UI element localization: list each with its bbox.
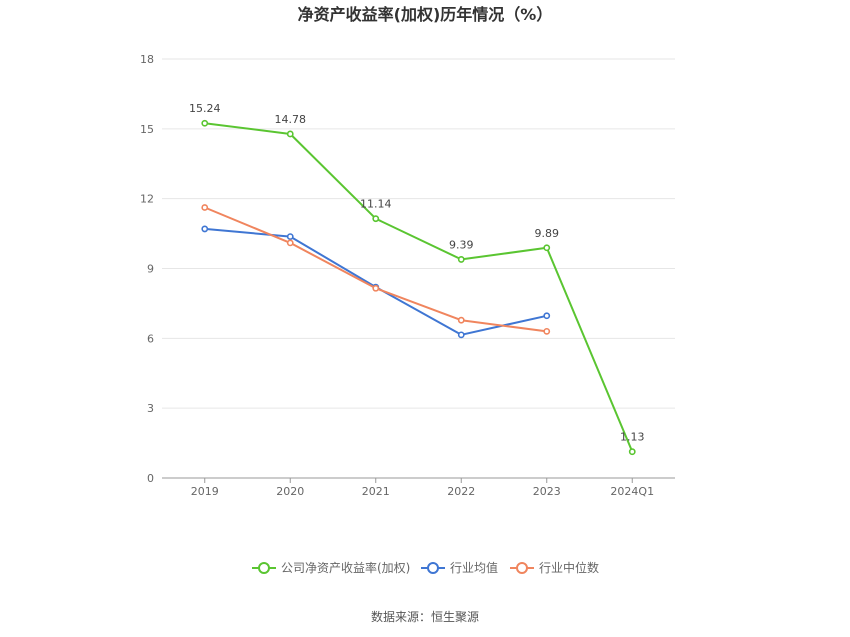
data-point[interactable] bbox=[201, 204, 209, 211]
data-labels: 15.24 14.78 11.14 9.39 9.89 1.13 bbox=[189, 102, 645, 443]
y-tick-label: 9 bbox=[147, 263, 154, 276]
x-tick-label: 2024Q1 bbox=[610, 485, 654, 498]
legend: 公司净资产收益率(加权) 行业均值 行业中位数 bbox=[252, 560, 599, 575]
axes: 0 3 6 9 12 15 18 2019 2020 2021 2022 2023 2024Q1 bbox=[140, 53, 675, 498]
legend-item-label[interactable]: 行业中位数 bbox=[539, 560, 599, 575]
x-tick-label: 2023 bbox=[533, 485, 561, 498]
x-tick-label: 2020 bbox=[276, 485, 304, 498]
y-tick-label: 18 bbox=[140, 53, 154, 66]
data-point[interactable] bbox=[286, 233, 294, 241]
data-point[interactable] bbox=[201, 225, 209, 233]
y-tick-label: 0 bbox=[147, 472, 154, 485]
legend-item-label[interactable]: 行业均值 bbox=[450, 560, 498, 575]
chart-title: 净资产收益率(加权)历年情况（%） bbox=[298, 5, 553, 24]
data-label: 9.89 bbox=[535, 227, 560, 240]
data-label: 11.14 bbox=[360, 198, 392, 211]
gridlines bbox=[162, 58, 675, 409]
data-point[interactable] bbox=[457, 316, 465, 324]
data-point[interactable] bbox=[543, 327, 551, 335]
y-tick-label: 6 bbox=[147, 332, 154, 345]
series-line bbox=[204, 227, 548, 336]
legend-swatch-marker bbox=[427, 562, 439, 574]
data-point[interactable] bbox=[457, 256, 465, 263]
data-point[interactable] bbox=[372, 284, 380, 292]
data-point[interactable] bbox=[286, 130, 294, 138]
series-line bbox=[204, 122, 634, 453]
series-line bbox=[204, 206, 547, 333]
data-point[interactable] bbox=[543, 312, 551, 320]
y-tick-label: 3 bbox=[147, 402, 154, 415]
data-label: 15.24 bbox=[189, 102, 221, 115]
data-label: 14.78 bbox=[275, 113, 307, 126]
x-tick-label: 2021 bbox=[362, 485, 390, 498]
data-point[interactable] bbox=[372, 215, 380, 223]
y-tick-label: 15 bbox=[140, 123, 154, 136]
x-tick-label: 2019 bbox=[191, 485, 219, 498]
data-label: 1.13 bbox=[620, 431, 645, 444]
legend-item-label[interactable]: 公司净资产收益率(加权) bbox=[281, 560, 410, 575]
legend-swatch-marker bbox=[516, 562, 528, 574]
source-note: 数据来源：恒生聚源 bbox=[371, 609, 479, 624]
data-point[interactable] bbox=[286, 239, 294, 247]
data-point[interactable] bbox=[201, 119, 209, 127]
x-tick-label: 2022 bbox=[447, 485, 475, 498]
data-point[interactable] bbox=[543, 244, 551, 252]
legend-swatch-marker bbox=[258, 562, 270, 574]
series-lines bbox=[201, 119, 636, 456]
y-tick-label: 12 bbox=[140, 193, 154, 206]
data-point[interactable] bbox=[628, 448, 636, 456]
data-point[interactable] bbox=[457, 331, 465, 339]
data-label: 9.39 bbox=[449, 238, 474, 251]
